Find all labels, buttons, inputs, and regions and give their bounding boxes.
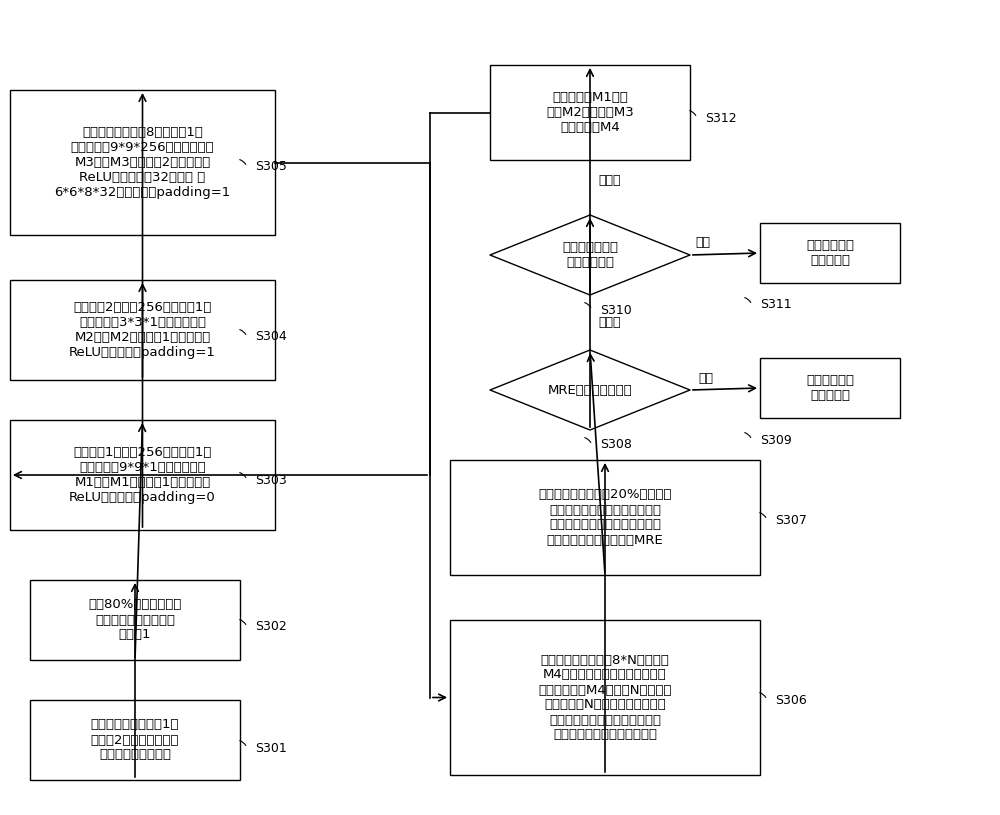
Bar: [760, 358, 900, 418]
Bar: [10, 420, 275, 530]
Text: 超过: 超过: [695, 236, 710, 249]
Text: 计算失败，训
练流程结束: 计算失败，训 练流程结束: [806, 239, 854, 267]
Text: S310: S310: [600, 303, 632, 316]
Text: S303: S303: [255, 474, 287, 487]
Bar: [30, 580, 240, 660]
Text: S312: S312: [705, 112, 737, 125]
Bar: [10, 90, 275, 235]
Text: 迭代次数是否超
过规定次数？: 迭代次数是否超 过规定次数？: [562, 241, 618, 269]
Text: 在数字胶囊层，定义8*N权重矩阵
M4；将来自主胶囊层的所有胶囊
通过权重矩阵M4映射到N个数字胶
囊，其中：N表示科室数量，每个
胶囊对应一个向量，向量模长表: 在数字胶囊层，定义8*N权重矩阵 M4；将来自主胶囊层的所有胶囊 通过权重矩阵M…: [538, 654, 672, 742]
Bar: [30, 700, 240, 780]
Text: 定义一个包含卷积层1、
卷积层2、主胶囊层和数
字胶囊层的胶囊网络: 定义一个包含卷积层1、 卷积层2、主胶囊层和数 字胶囊层的胶囊网络: [91, 719, 179, 761]
Text: 在卷积层1，定义256个步长为1、
各维长度为9*9*1的卷积核矩阵
M1，用M1对卷积层1的输入执行
ReLU激活，其中padding=0: 在卷积层1，定义256个步长为1、 各维长度为9*9*1的卷积核矩阵 M1，用M…: [69, 446, 216, 504]
Text: S304: S304: [255, 331, 287, 343]
Text: S308: S308: [600, 438, 632, 452]
Text: S311: S311: [760, 298, 792, 311]
Bar: [760, 223, 900, 283]
Bar: [490, 65, 690, 160]
Text: S306: S306: [775, 694, 807, 707]
Text: 修改卷积核M1、卷
积核M2、卷积核M3
和权重矩阵M4: 修改卷积核M1、卷 积核M2、卷积核M3 和权重矩阵M4: [546, 91, 634, 134]
Text: 满足: 满足: [698, 372, 713, 385]
Text: S307: S307: [775, 513, 807, 526]
Text: 不满足: 不满足: [598, 315, 620, 328]
Bar: [10, 280, 275, 380]
Text: S309: S309: [760, 434, 792, 447]
Text: S302: S302: [255, 620, 287, 633]
Text: 在主胶囊层，定义8个步长为1、
各维长度为9*9*256的卷积核矩阵
M3，用M3对卷积层2的输出执行
ReLU激活，输出32个胶囊 共
6*6*8*32张量，: 在主胶囊层，定义8个步长为1、 各维长度为9*9*256的卷积核矩阵 M3，用M…: [54, 126, 231, 199]
Bar: [450, 620, 760, 775]
Text: MRE是否满足要求？: MRE是否满足要求？: [548, 384, 632, 397]
Text: 提取80%的二类样本矩
阵，输入到胶囊网络的
卷积层1: 提取80%的二类样本矩 阵，输入到胶囊网络的 卷积层1: [88, 598, 182, 641]
Text: 计算成功，训
练流程结束: 计算成功，训 练流程结束: [806, 374, 854, 402]
Text: 不超过: 不超过: [598, 174, 620, 187]
Bar: [450, 460, 760, 575]
Text: 在卷积层2，定义256个步长为1、
各维长度为3*3*1的卷积核矩阵
M2，用M2对卷积层1的输出执行
ReLU激活，其中padding=1: 在卷积层2，定义256个步长为1、 各维长度为3*3*1的卷积核矩阵 M2，用M…: [69, 301, 216, 359]
Text: S305: S305: [255, 161, 287, 174]
Text: S301: S301: [255, 742, 287, 755]
Text: 将计算的模型应用于20%测试样本
集，对每一测试样本得到一组表
示各个科室预测人流量的向量，
与实际人流量比对，得到MRE: 将计算的模型应用于20%测试样本 集，对每一测试样本得到一组表 示各个科室预测人…: [538, 488, 672, 547]
